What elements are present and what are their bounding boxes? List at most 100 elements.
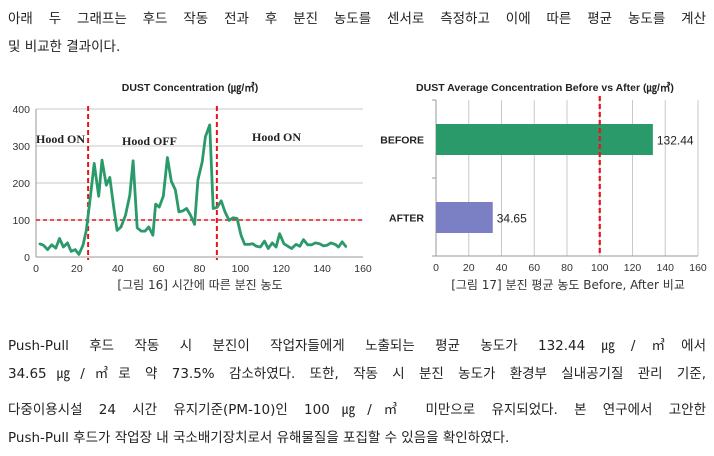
data-point <box>50 243 53 246</box>
data-point <box>271 242 274 244</box>
data-point <box>204 135 207 138</box>
category-label: BEFORE <box>380 135 424 147</box>
x-tick-label: 20 <box>71 263 83 275</box>
conclusion-line: 34.65㎍/㎥로 약 73.5% 감소하였다. 또한, 작동 시 분진 농도가… <box>8 366 706 382</box>
data-point <box>178 211 180 213</box>
data-point <box>302 238 305 241</box>
bar-before <box>436 124 653 155</box>
data-point <box>162 195 165 198</box>
data-point <box>287 245 289 248</box>
data-point <box>112 206 115 208</box>
data-point <box>62 246 65 248</box>
data-point <box>170 180 173 182</box>
data-point <box>136 226 138 229</box>
data-point <box>259 246 262 248</box>
annotation-hood-on: Hood ON <box>252 130 301 144</box>
y-tick-label: 200 <box>12 178 30 190</box>
figure-caption: [그림 16] 시간에 따른 분진 농도 <box>117 278 282 292</box>
data-point <box>330 242 332 244</box>
data-point <box>275 246 277 248</box>
data-point <box>345 246 348 248</box>
data-point <box>144 230 146 232</box>
data-point <box>152 234 154 236</box>
data-point <box>74 248 77 251</box>
conclusion-line: Push-Pull 후드 작동 시 분진이 작업자들에게 노출되는 평균 농도가… <box>8 338 706 354</box>
data-point <box>46 248 49 251</box>
x-tick-label: 40 <box>496 262 508 274</box>
data-point <box>299 245 301 248</box>
data-point <box>97 195 100 198</box>
data-point <box>174 189 177 191</box>
x-tick-label: 0 <box>433 262 439 274</box>
data-point <box>322 245 325 247</box>
data-point <box>310 243 313 246</box>
data-point <box>70 250 72 253</box>
conclusion-line: Push-Pull 후드가 작업장 내 국소배기장치로서 유해물질을 포집할 수… <box>8 430 510 446</box>
x-tick-label: 140 <box>656 262 674 274</box>
data-point <box>228 219 230 222</box>
x-tick-label: 100 <box>591 262 609 274</box>
x-tick-label: 20 <box>463 262 475 274</box>
data-point <box>154 203 157 205</box>
data-point <box>66 242 69 244</box>
data-point <box>129 194 131 197</box>
data-point <box>236 217 238 220</box>
data-point <box>120 226 122 228</box>
data-point <box>78 253 80 256</box>
data-point <box>220 199 222 202</box>
data-point <box>247 243 250 246</box>
data-point <box>89 195 92 198</box>
data-point <box>263 240 266 242</box>
data-point <box>290 247 293 250</box>
conclusion-line: 다중이용시설 24 시간 유지기준(PM-10)인 100㎍/㎥ 미만으로 유지… <box>8 402 706 418</box>
x-tick-label: 160 <box>354 263 372 275</box>
data-point <box>243 243 246 246</box>
data-point <box>326 244 328 246</box>
chart-title: DUST Concentration (㎍/㎥) <box>122 81 259 94</box>
data-point <box>166 156 169 159</box>
data-point <box>158 206 161 208</box>
data-point <box>318 242 321 245</box>
data-point <box>101 159 103 161</box>
data-point <box>140 230 143 232</box>
x-tick-label: 120 <box>272 263 290 275</box>
x-tick-label: 80 <box>194 263 206 275</box>
data-point <box>182 209 184 212</box>
data-point <box>337 246 340 248</box>
y-tick-label: 300 <box>12 141 30 153</box>
y-tick-label: 400 <box>12 104 30 116</box>
data-point <box>251 242 254 245</box>
data-point <box>334 243 337 246</box>
intro-line: 아래 두 그래프는 후드 작동 전과 후 분진 농도를 센서로 측정하고 이에 … <box>8 11 706 27</box>
data-point <box>108 176 111 179</box>
x-tick-label: 60 <box>528 262 540 274</box>
y-tick-label: 0 <box>24 252 30 264</box>
data-point <box>55 247 57 249</box>
data-point <box>201 161 203 163</box>
data-label: 132.44 <box>657 134 694 148</box>
annotation-hood-on: Hood ON <box>36 132 85 146</box>
x-tick-label: 40 <box>112 263 124 275</box>
data-point <box>93 162 96 165</box>
data-point <box>82 244 84 246</box>
data-point <box>132 160 134 162</box>
data-point <box>193 223 196 226</box>
intro-line: 및 비교한 결과이다. <box>8 39 121 55</box>
data-point <box>208 124 211 126</box>
dust-series-line <box>38 123 348 256</box>
x-tick-label: 100 <box>232 263 250 275</box>
data-point <box>255 245 258 248</box>
data-point <box>105 184 108 187</box>
data-point <box>189 214 192 216</box>
data-point <box>295 243 297 246</box>
data-point <box>42 244 45 246</box>
data-point <box>278 232 281 235</box>
data-point <box>116 229 118 232</box>
chart-title: DUST Average Concentration Before vs Aft… <box>416 81 674 94</box>
data-point <box>185 207 188 210</box>
data-point <box>314 242 317 244</box>
data-point <box>341 241 343 243</box>
x-tick-label: 0 <box>33 263 39 275</box>
